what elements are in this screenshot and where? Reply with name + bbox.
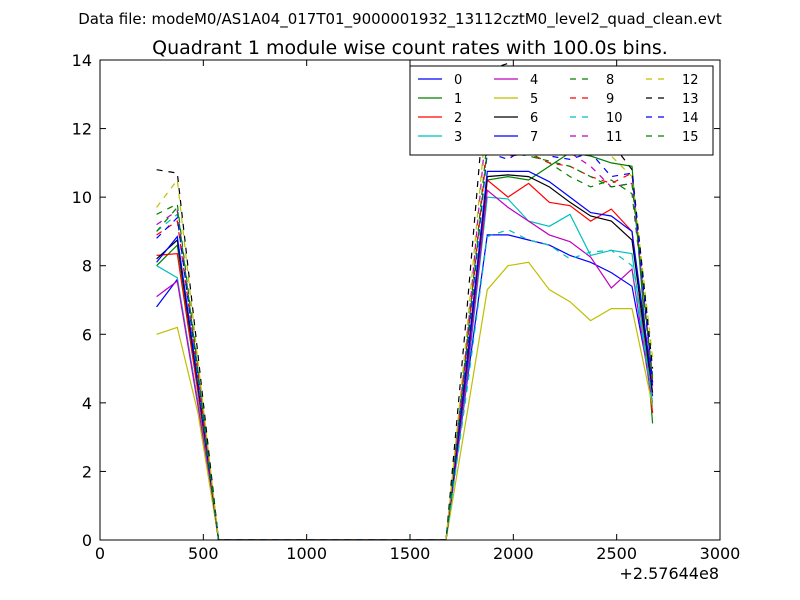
legend-label-5: 5	[530, 92, 538, 107]
suptitle: Data file: modeM0/AS1A04_017T01_90000019…	[78, 10, 722, 29]
y-tick-label: 2	[82, 462, 92, 481]
series-line-14	[156, 145, 654, 540]
legend-label-10: 10	[606, 111, 623, 126]
legend-label-14: 14	[682, 111, 699, 126]
y-tick-label: 10	[72, 188, 92, 207]
x-tick-label: 3000	[700, 544, 741, 563]
y-tick-label: 14	[72, 51, 92, 70]
y-tick-label: 8	[82, 257, 92, 276]
series-line-7	[156, 170, 654, 540]
legend-label-12: 12	[682, 73, 699, 88]
x-tick-label: 2500	[596, 544, 637, 563]
legend-label-13: 13	[682, 92, 699, 107]
series-line-11	[156, 113, 654, 540]
legend-label-4: 4	[530, 73, 538, 88]
x-tick-label: 1500	[390, 544, 431, 563]
chart-title: Quadrant 1 module wise count rates with …	[152, 37, 668, 59]
series-line-1	[156, 151, 654, 540]
legend-label-1: 1	[454, 92, 462, 107]
legend-label-2: 2	[454, 111, 462, 126]
legend-label-9: 9	[606, 92, 614, 107]
series-line-9	[156, 144, 654, 540]
legend-box	[409, 65, 714, 156]
series-line-5	[156, 261, 654, 540]
legend-label-7: 7	[530, 130, 538, 145]
x-tick-label: 2000	[493, 544, 534, 563]
y-tick-label: 6	[82, 325, 92, 344]
x-tick-label: 1000	[286, 544, 327, 563]
series-line-2	[156, 178, 654, 540]
legend-label-6: 6	[530, 111, 538, 126]
series-line-8	[156, 137, 654, 540]
legend-label-8: 8	[606, 73, 614, 88]
x-offset-label: +2.57644e8	[619, 564, 719, 583]
x-axis: 0 500 1000 1500 2000 2500 3000	[95, 60, 740, 563]
legend-label-11: 11	[606, 130, 623, 145]
x-tick-label: 0	[95, 544, 105, 563]
series-line-4	[156, 189, 654, 540]
series-line-15	[156, 148, 654, 540]
series-line-6	[156, 174, 654, 540]
legend-label-15: 15	[682, 130, 699, 145]
y-tick-label: 4	[82, 394, 92, 413]
legend-label-3: 3	[454, 130, 462, 145]
x-tick-label: 500	[188, 544, 219, 563]
y-tick-label: 12	[72, 120, 92, 139]
series-line-3	[156, 196, 654, 540]
series-line-0	[156, 234, 654, 540]
series-line-10	[156, 213, 654, 540]
series-line-12	[156, 107, 654, 540]
legend-label-0: 0	[454, 73, 462, 88]
y-tick-label: 0	[82, 531, 92, 550]
